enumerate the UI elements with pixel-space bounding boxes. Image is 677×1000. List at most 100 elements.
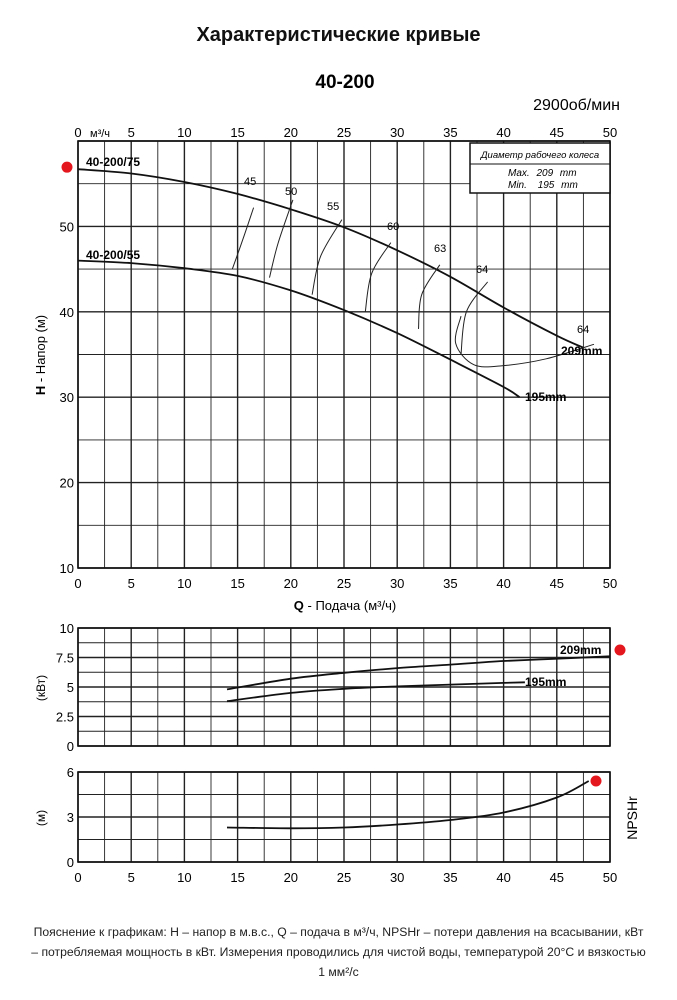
npsh-x-tick-label: 50 [603, 870, 617, 885]
head-top-x-tick-label: 25 [337, 125, 351, 140]
head-y-tick-label: 50 [60, 219, 74, 234]
power-frame [77, 627, 611, 747]
head-y-tick-label: 10 [60, 561, 74, 576]
impeller-max-value: 209 [535, 168, 553, 179]
head-top-x-tick-label: 0 [74, 125, 81, 140]
head-top-x-tick-label: 45 [550, 125, 564, 140]
npsh-x-tick-label: 0 [74, 870, 81, 885]
head-marker-dot [61, 161, 73, 173]
head-frame [77, 140, 611, 569]
impeller-max-unit: mm [560, 168, 577, 179]
npsh-x-tick-label: 25 [337, 870, 351, 885]
head-bottom-x-tick-label: 45 [550, 576, 564, 591]
head-end-label-195mm: 195mm [525, 390, 566, 404]
speed-label: 2900об/мин [533, 97, 620, 114]
efficiency-line-63 [418, 264, 441, 329]
efficiency-line-64 [460, 281, 489, 355]
impeller-min-value: 195 [538, 180, 555, 191]
impeller-legend-header: Диаметр рабочего колеса [480, 150, 599, 161]
head-bottom-x-tick-label: 20 [284, 576, 298, 591]
head-top-x-tick-label: 35 [443, 125, 457, 140]
head-end-label-209mm: 209mm [561, 344, 602, 358]
label-layer: 40-200/7540-200/55209mm195mm455055606364… [61, 155, 626, 787]
power-curve-195mm [226, 681, 525, 703]
head-top-x-tick-label: 5 [128, 125, 135, 140]
head-bottom-x-tick-label: 15 [230, 576, 244, 591]
npsh-x-tick-label: 40 [496, 870, 510, 885]
power-curve-209mm [226, 655, 611, 691]
axis-layer: 0055101015152020252530303535404045455050… [33, 125, 640, 885]
efficiency-label-64: 64 [476, 264, 488, 276]
head-top-x-tick-label: 15 [230, 125, 244, 140]
npsh-x-tick-label: 20 [284, 870, 298, 885]
npsh-x-tick-label: 15 [230, 870, 244, 885]
power-series-label-195mm: 195mm [525, 675, 566, 689]
head-top-x-tick-label: 30 [390, 125, 404, 140]
efficiency-label-55: 55 [327, 201, 339, 213]
efficiency-label-60: 60 [387, 221, 399, 233]
head-series-label-2: 40-200/55 [86, 248, 140, 262]
npsh-side-label: NPSHr [624, 796, 640, 840]
power-y-tick-label: 7.5 [56, 651, 74, 666]
head-x-axis-title: Q - Подача (м³/ч) [294, 598, 396, 613]
npsh-x-tick-label: 45 [550, 870, 564, 885]
npsh-y-tick-label: 0 [67, 855, 74, 870]
efficiency-label-63: 63 [434, 243, 446, 255]
npsh-x-tick-label: 30 [390, 870, 404, 885]
y-axis-label: - Напор (м) [33, 315, 48, 382]
npsh-y-axis-title: (м) [34, 810, 48, 826]
x-axis-label: - Подача (м³/ч) [308, 598, 397, 613]
efficiency-line-50 [269, 199, 294, 278]
curve-layer [77, 168, 611, 830]
power-y-tick-label: 0 [67, 739, 74, 754]
efficiency-line-60 [364, 242, 392, 312]
y-axis-symbol: H [33, 382, 48, 395]
npsh-curve [226, 780, 590, 830]
head-y-tick-label: 30 [60, 390, 74, 405]
head-bottom-x-tick-label: 50 [603, 576, 617, 591]
efficiency-label-50: 50 [285, 186, 297, 198]
top-axis-unit-label: м³/ч [90, 128, 110, 140]
head-bottom-x-tick-label: 0 [74, 576, 81, 591]
head-y-tick-label: 40 [60, 305, 74, 320]
grid-layer [77, 140, 611, 863]
impeller-max-row: Max. 209 mm [508, 168, 577, 179]
head-top-x-tick-label: 20 [284, 125, 298, 140]
impeller-min-label: Min. [508, 180, 527, 191]
head-curve-209mm [77, 168, 584, 349]
speed-unit: об/мин [569, 97, 620, 114]
npsh-x-tick-label: 10 [177, 870, 191, 885]
npsh-y-tick-label: 3 [67, 810, 74, 825]
efficiency-label-45: 45 [244, 176, 256, 188]
model-title: 40-200 [315, 72, 374, 93]
power-y-tick-label: 5 [67, 680, 74, 695]
head-top-x-tick-label: 40 [496, 125, 510, 140]
efficiency-line-45 [231, 207, 255, 270]
efficiency-line-55 [311, 219, 343, 295]
npsh-y-tick-label: 6 [67, 765, 74, 780]
power-y-axis-title: (кВт) [34, 675, 48, 701]
speed-value: 2900 [533, 97, 569, 114]
npsh-marker-dot [590, 775, 602, 787]
head-bottom-x-tick-label: 25 [337, 576, 351, 591]
npsh-x-tick-label: 35 [443, 870, 457, 885]
head-top-x-tick-label: 50 [603, 125, 617, 140]
power-y-tick-label: 2.5 [56, 710, 74, 725]
power-series-label-209mm: 209mm [560, 643, 601, 657]
impeller-min-row: Min. 195 mm [508, 180, 578, 191]
head-y-tick-label: 20 [60, 476, 74, 491]
head-bottom-x-tick-label: 10 [177, 576, 191, 591]
head-bottom-x-tick-label: 30 [390, 576, 404, 591]
x-axis-symbol: Q [294, 598, 308, 613]
power-y-tick-label: 10 [60, 621, 74, 636]
head-series-label-1: 40-200/75 [86, 155, 140, 169]
head-bottom-x-tick-label: 5 [128, 576, 135, 591]
head-bottom-x-tick-label: 35 [443, 576, 457, 591]
power-marker-dot [614, 644, 626, 656]
head-bottom-x-tick-label: 40 [496, 576, 510, 591]
chart-caption: Пояснение к графикам: H – напор в м.в.с.… [31, 925, 646, 979]
page-title: Характеристические кривые [196, 24, 481, 46]
head-top-x-tick-label: 10 [177, 125, 191, 140]
head-curve-195mm [77, 259, 521, 398]
